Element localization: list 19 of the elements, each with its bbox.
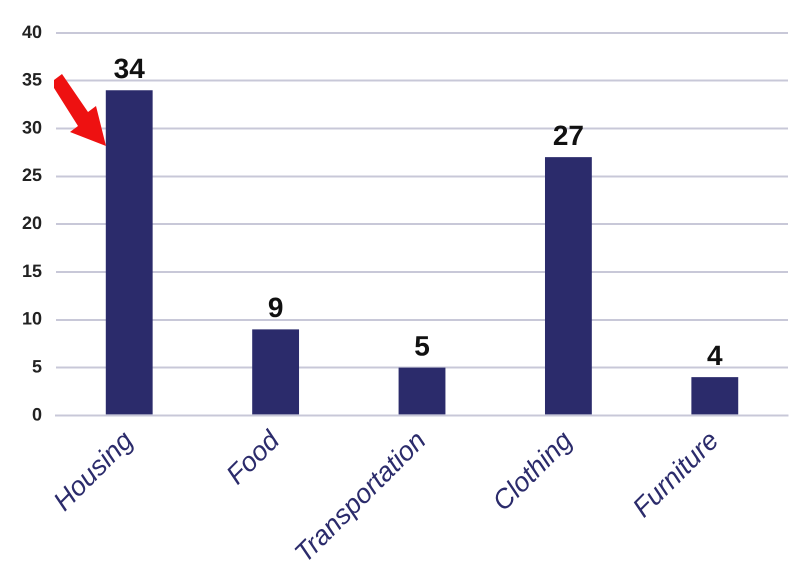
bar [252, 329, 300, 414]
data-label: 9 [268, 292, 284, 324]
y-tick-label: 20 [22, 213, 42, 234]
y-tick-label: 30 [22, 117, 42, 138]
bar [691, 377, 738, 414]
y-tick-label: 15 [22, 260, 42, 281]
y-tick-label: 5 [32, 356, 42, 377]
y-tick-label: 25 [22, 165, 42, 186]
data-label: 34 [114, 52, 146, 84]
bar [106, 90, 153, 414]
data-label: 27 [552, 120, 584, 151]
y-tick-label: 10 [22, 308, 42, 329]
y-tick-label: 35 [22, 70, 42, 90]
bar [398, 368, 446, 414]
y-tick-label: 0 [32, 404, 42, 424]
data-label: 5 [414, 330, 430, 362]
data-label: 4 [707, 340, 724, 371]
bar [544, 157, 592, 414]
y-tick-label: 40 [22, 22, 42, 42]
